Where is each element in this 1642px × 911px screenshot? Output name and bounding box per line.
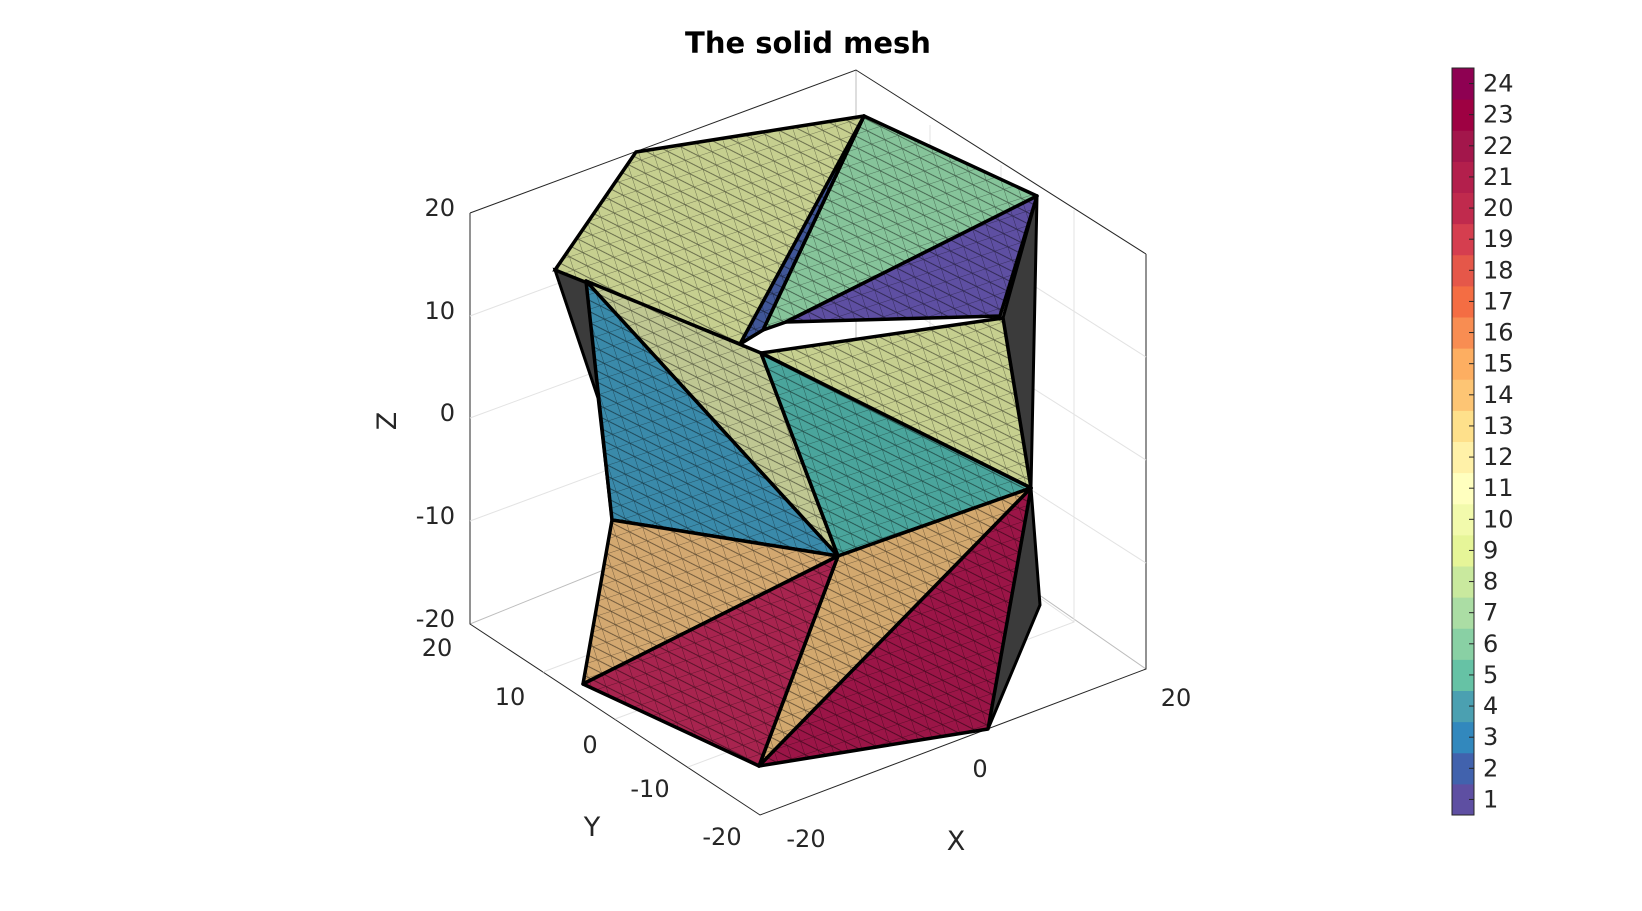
colorbar-tick-label: 6 (1483, 630, 1498, 658)
box-edges (469, 69, 1147, 816)
colorbar-swatch (1452, 597, 1474, 629)
colorbar-tick-label: 24 (1483, 70, 1514, 98)
x-tick-label: 20 (1161, 684, 1192, 712)
colorbar-swatch (1452, 472, 1474, 505)
colorbar-frame (1451, 67, 1475, 816)
colorbar-swatch (1452, 161, 1474, 193)
z-axis-label: Z (372, 412, 403, 431)
z-tick-label: -20 (416, 605, 455, 633)
colorbar-tick-label: 1 (1483, 785, 1498, 813)
colorbar-tick-label: 4 (1483, 692, 1498, 720)
mesh-face-grid (740, 116, 864, 344)
colorbar-swatch (1452, 379, 1474, 411)
z-tick-label: 10 (424, 297, 455, 325)
colorbar-tick-label: 21 (1483, 163, 1514, 191)
mesh-face-grid (759, 488, 1031, 766)
colorbar-tick-label: 22 (1483, 132, 1514, 160)
mesh-face-grid (555, 116, 864, 344)
colorbar-tick-label: 2 (1483, 754, 1498, 782)
colorbar-tick-label: 10 (1483, 505, 1514, 533)
z-tick-label: 0 (440, 399, 455, 427)
mesh-face-grid (583, 556, 838, 766)
colorbar-swatch (1452, 441, 1474, 474)
y-tick-label: 20 (422, 634, 453, 662)
colorbar-swatch (1452, 783, 1474, 816)
colorbar-swatch (1452, 566, 1474, 598)
colorbar-tick-label: 9 (1483, 536, 1498, 564)
mesh-surface (552, 114, 1042, 768)
x-tick-label: 0 (972, 755, 987, 783)
colorbar-swatch (1452, 130, 1474, 162)
colorbar-tick-label: 14 (1483, 381, 1514, 409)
y-tick-label: 10 (495, 683, 526, 711)
colorbar-swatch (1452, 503, 1474, 536)
colorbar-swatch (1452, 690, 1474, 723)
colorbar-tick-label: 20 (1483, 194, 1514, 222)
colorbar-swatch (1452, 534, 1474, 567)
colorbar-swatch (1452, 254, 1474, 287)
colorbar-tick-label: 19 (1483, 225, 1514, 253)
mesh-face-grid (583, 520, 838, 684)
colorbar-tick-label: 15 (1483, 350, 1514, 378)
mesh-face-grid (586, 281, 838, 556)
colorbar-swatch (1452, 410, 1474, 442)
colorbar-swatch (1452, 317, 1474, 349)
z-tick-label: 20 (424, 194, 455, 222)
colorbar-tick-label: 12 (1483, 443, 1514, 471)
colorbar-swatch (1452, 223, 1474, 256)
z-axis: 20 10 0 -10 -20 Z (372, 194, 455, 633)
mesh-face-grid (786, 196, 1037, 322)
y-tick-label: -10 (630, 775, 669, 803)
colorbar-swatch (1452, 721, 1474, 754)
z-tick-label: -10 (416, 502, 455, 530)
x-axis: -20 0 20 X (786, 684, 1191, 857)
mesh-face-grid (761, 353, 1031, 556)
mesh-face-grid (763, 116, 1037, 330)
chart-title: The solid mesh (685, 26, 931, 60)
colorbar-tick-label: 7 (1483, 599, 1498, 627)
x-axis-label: X (947, 826, 966, 857)
y-axis: 20 10 0 -10 -20 Y (422, 634, 742, 851)
y-tick-label: 0 (582, 731, 597, 759)
mesh-face-grid (761, 318, 1031, 488)
colorbar-swatch (1452, 659, 1474, 691)
colorbar-swatch (1452, 348, 1474, 380)
colorbar-tick-label: 8 (1483, 568, 1498, 596)
y-axis-label: Y (583, 812, 601, 843)
colorbar-tick-label: 13 (1483, 412, 1514, 440)
colorbar-tick-label: 11 (1483, 474, 1514, 502)
x-tick-label: -20 (786, 825, 825, 853)
y-tick-label: -20 (702, 823, 741, 851)
colorbar-tick-label: 3 (1483, 723, 1498, 751)
colorbar-tick-label: 16 (1483, 319, 1514, 347)
colorbar-swatch (1452, 285, 1474, 318)
colorbar-swatch (1452, 628, 1474, 660)
colorbar-swatch (1452, 68, 1474, 100)
colorbar-tick-label: 23 (1483, 101, 1514, 129)
colorbar-swatch (1452, 192, 1474, 225)
colorbar-swatch (1452, 752, 1474, 785)
colorbar-tick-label: 18 (1483, 256, 1514, 284)
colorbar-tick-label: 5 (1483, 661, 1498, 689)
colorbar-swatch (1452, 99, 1474, 131)
colorbar-tick-label: 17 (1483, 287, 1514, 315)
